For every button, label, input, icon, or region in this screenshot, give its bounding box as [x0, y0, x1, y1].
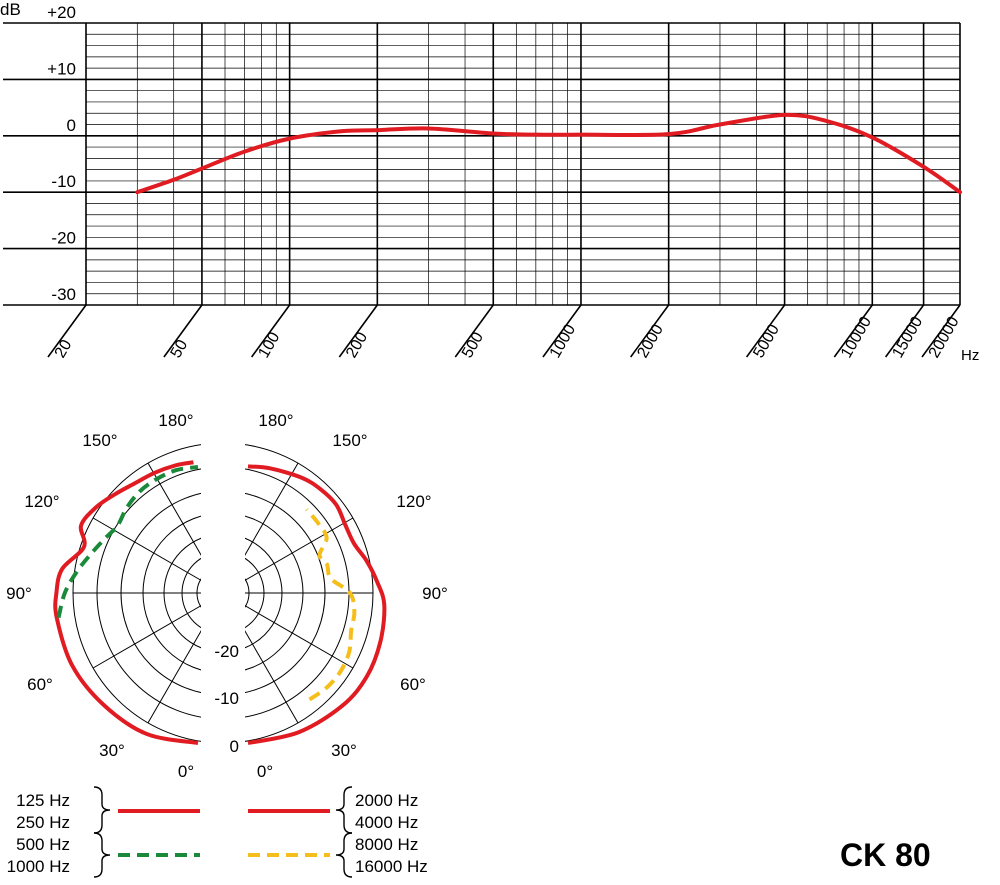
polar-series [53, 460, 387, 745]
polar-series-line [304, 508, 357, 702]
polar-angle-label-left: 150° [82, 431, 117, 450]
legend-brace [335, 786, 353, 834]
polar-radial-label: -20 [214, 642, 239, 661]
x-tick-label: 10000 [838, 314, 875, 361]
y-tick-label: -10 [51, 172, 76, 191]
legend-brace [335, 832, 353, 878]
polar-center-gap [201, 415, 245, 750]
x-tick-label: 2000 [634, 322, 667, 361]
tick-slant [454, 304, 494, 358]
polar-angle-label-left: 30° [99, 741, 125, 760]
x-tick-label: 50 [168, 337, 192, 361]
frequency-response-line [135, 112, 962, 195]
polar-spoke [92, 598, 213, 669]
x-tick-label: 500 [459, 329, 487, 361]
legend-label-right: 2000 Hz [355, 791, 418, 810]
tick-slant [250, 304, 291, 358]
polar-series-line [247, 464, 387, 745]
polar-angle-label-left: 120° [24, 492, 59, 511]
polar-angle-label-left: 180° [158, 411, 193, 430]
tick-slant [542, 304, 582, 358]
polar-angle-label-right: 30° [331, 741, 357, 760]
legend-brace [93, 832, 111, 878]
y-tick-label: +10 [47, 59, 76, 78]
polar-angle-label-right: 90° [422, 584, 448, 603]
x-tick-label: 100 [255, 329, 283, 361]
legend-label-left: 125 Hz [16, 791, 70, 810]
x-axis-unit: Hz [961, 347, 979, 364]
legend-label-right: 4000 Hz [355, 813, 418, 832]
legend-label-left: 1000 Hz [7, 857, 70, 876]
polar-angle-labels: -20 -10 0 180° 150° 120° 90° 60° 30° 0° 180° 150° 12… [6, 411, 448, 781]
y-tick-label: -20 [51, 229, 76, 248]
frequency-grid [3, 22, 961, 358]
polar-angle-label-left: 90° [6, 584, 32, 603]
polar-angle-label-left: 60° [27, 675, 53, 694]
x-tick-label: 1000 [547, 322, 580, 361]
legend-label-right: 16000 Hz [355, 857, 428, 876]
legend-label-right: 8000 Hz [355, 835, 418, 854]
y-axis-unit: dB [0, 0, 21, 19]
x-tick-label: 20 [52, 337, 76, 361]
polar-series-line [53, 460, 199, 745]
x-tick-label: 200 [343, 329, 371, 361]
tick-slant [338, 304, 378, 358]
polar-spoke [92, 517, 213, 588]
model-label: CK 80 [840, 837, 931, 873]
tick-slant [630, 304, 670, 358]
polar-radial-label: -10 [214, 689, 239, 708]
legend-label-left: 250 Hz [16, 813, 70, 832]
polar-grid [72, 415, 374, 750]
tick-slant [47, 304, 87, 358]
polar-angle-label-right: 0° [257, 762, 273, 781]
polar-legend: 125 Hz 250 Hz 500 Hz 1000 Hz 2000 Hz 4000 Hz 8… [7, 786, 428, 878]
polar-angle-label-right: 180° [258, 411, 293, 430]
tick-slant [884, 304, 925, 358]
frequency-y-tick-labels: +20 +10 0 -10 -20 -30 [47, 3, 76, 304]
y-tick-label: +20 [47, 3, 76, 22]
x-tick-label: 5000 [750, 322, 783, 361]
polar-spoke [233, 598, 354, 669]
tick-slant [745, 304, 786, 358]
tick-slant [921, 304, 961, 358]
x-tick-label: 20000 [926, 314, 963, 361]
polar-angle-label-left: 0° [178, 762, 194, 781]
x-tick-label: 15000 [889, 314, 926, 361]
legend-brace [93, 786, 111, 834]
y-tick-label: 0 [67, 116, 76, 135]
frequency-response-series [135, 112, 962, 195]
tick-slant [163, 304, 203, 358]
polar-angle-label-right: 120° [396, 492, 431, 511]
frequency-x-tick-labels: 20 50 100 200 500 1000 2000 5000 10000 15000 20000 [52, 314, 963, 361]
tick-slant [833, 304, 873, 358]
polar-spoke [233, 517, 354, 588]
legend-label-left: 500 Hz [16, 835, 70, 854]
polar-series-line [56, 465, 199, 619]
y-tick-label: -30 [51, 285, 76, 304]
polar-radial-label: 0 [230, 737, 239, 756]
polar-angle-label-right: 150° [332, 431, 367, 450]
polar-angle-label-right: 60° [400, 675, 426, 694]
